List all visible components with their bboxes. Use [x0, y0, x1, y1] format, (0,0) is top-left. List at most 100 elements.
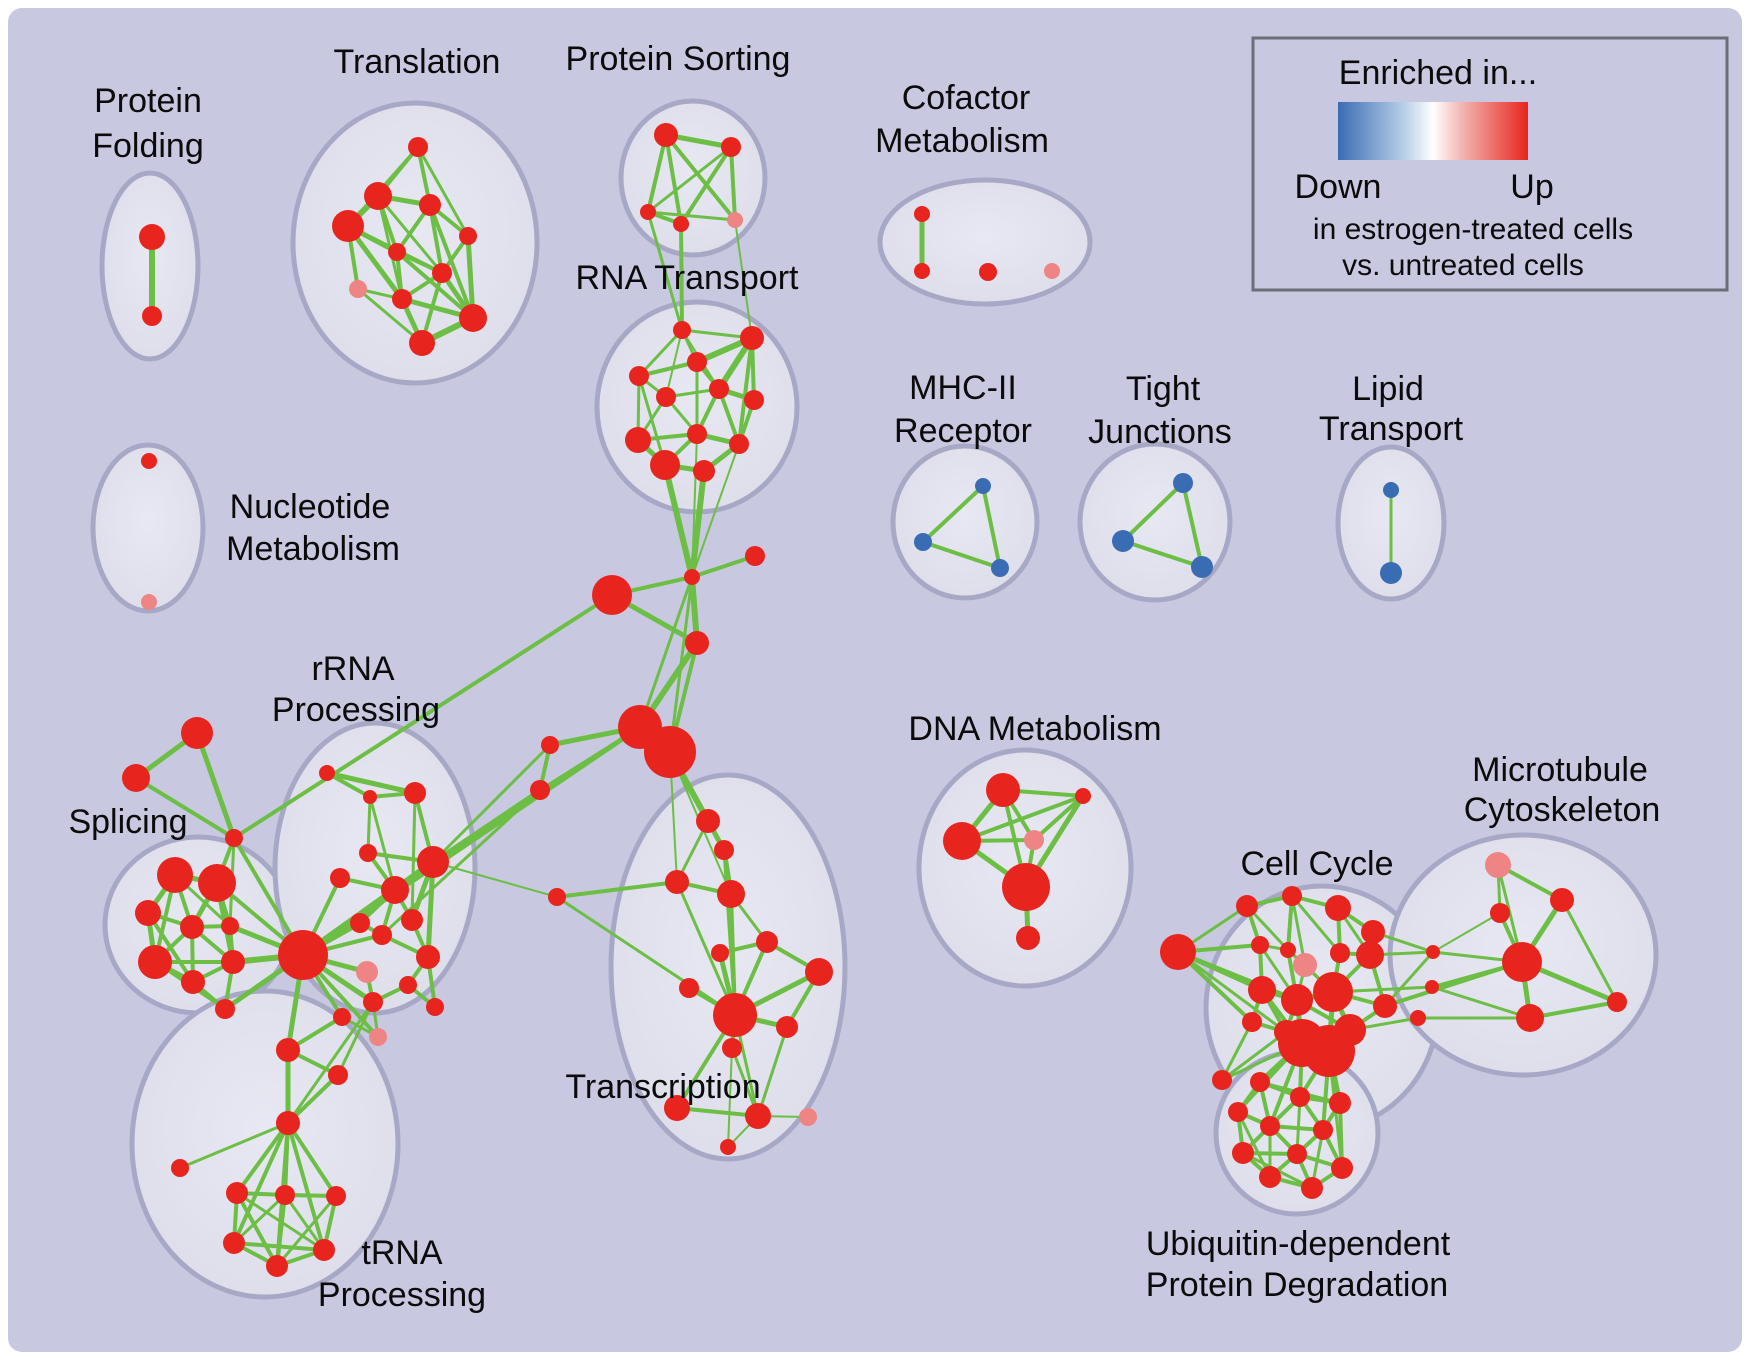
network-node-cc	[1330, 943, 1350, 963]
network-node-rrna	[417, 846, 449, 878]
network-edge-link	[431, 788, 542, 864]
network-node-cf	[979, 263, 997, 281]
network-node-ub	[1287, 1144, 1307, 1164]
cluster-label-ps: Protein Sorting	[566, 40, 791, 78]
network-node-tj	[1173, 473, 1193, 493]
network-node-rrna	[426, 998, 444, 1016]
network-edge-rrna	[410, 791, 417, 922]
cluster-ellipse-mhc	[890, 443, 1040, 601]
network-node-con	[685, 631, 709, 655]
network-node-dna	[986, 773, 1020, 807]
network-node-rt	[625, 427, 651, 453]
cluster-label-pf: Protein	[94, 82, 202, 120]
network-node-con	[530, 780, 550, 800]
cluster-label-nm: Nucleotide	[230, 488, 391, 526]
network-node-tj	[1191, 556, 1213, 578]
cluster-ellipse-trna	[129, 988, 401, 1300]
network-node-spl	[221, 917, 239, 935]
network-edge-rt	[637, 374, 667, 467]
network-node-spl	[138, 945, 172, 979]
network-edge-link	[734, 219, 753, 339]
legend-subtitle-line1: in estrogen-treated cells	[1313, 213, 1633, 246]
network-edge-txn	[727, 1047, 733, 1148]
network-node-cc	[1281, 984, 1313, 1016]
network-edge-trna	[235, 1121, 290, 1195]
network-edge-trna	[232, 1241, 326, 1252]
network-edge-con	[232, 593, 614, 840]
legend-gradient-bar	[1338, 102, 1528, 160]
network-edge-link	[1383, 950, 1435, 1008]
network-edge-tr	[428, 203, 444, 275]
network-edge-mhc	[921, 540, 1002, 570]
network-node-cc	[1293, 953, 1317, 977]
network-node-dna	[1016, 926, 1040, 950]
legend-down-label: Down	[1295, 168, 1382, 206]
network-node-pf	[139, 224, 165, 250]
network-node-mt	[1516, 1004, 1544, 1032]
network-node-tr	[392, 289, 412, 309]
network-edge-rrna	[368, 795, 397, 892]
network-node-cc	[1356, 941, 1384, 969]
network-node-mhc	[975, 478, 991, 494]
network-node-mt	[1607, 992, 1627, 1012]
network-edge-txn	[675, 1106, 760, 1118]
network-node-cc	[1242, 1012, 1262, 1032]
network-node-tr	[459, 227, 477, 245]
network-edge-trna	[232, 1121, 290, 1245]
network-node-spl	[221, 950, 245, 974]
cluster-label-dna: DNA Metabolism	[908, 710, 1161, 748]
network-node-rt	[744, 390, 764, 410]
legend-title: Enriched in...	[1339, 54, 1537, 92]
network-edge-link	[662, 462, 695, 580]
network-edge-link	[432, 861, 558, 898]
network-node-cc	[1361, 920, 1385, 944]
network-node-spl	[198, 864, 236, 902]
network-node-rt	[740, 326, 764, 350]
network-node-rrna	[404, 782, 426, 804]
network-node-pf	[142, 306, 162, 326]
network-edge-trna	[283, 1193, 326, 1252]
cluster-label-trna: tRNA	[361, 1234, 443, 1272]
network-node-txn	[548, 888, 566, 906]
network-edge-trna	[286, 1121, 338, 1198]
network-edge-link	[646, 210, 684, 332]
network-edge-dna	[960, 794, 1085, 843]
network-node-trna	[275, 1185, 295, 1205]
network-edge-link	[1383, 960, 1524, 1008]
network-edge-trna	[286, 1121, 326, 1252]
cluster-label-tj: Tight	[1126, 370, 1201, 408]
network-edge-txn	[722, 848, 737, 1017]
cluster-label-nm: Metabolism	[226, 530, 400, 568]
network-edge-link	[1430, 985, 1532, 1020]
network-edge-cc	[1220, 1030, 1288, 1082]
network-edge-tr	[356, 287, 424, 345]
network-node-trna	[276, 1111, 300, 1135]
network-edge-ps	[646, 133, 668, 214]
network-node-dna	[1002, 863, 1050, 911]
cluster-label-pf: Folding	[92, 127, 204, 165]
network-edge-tr	[395, 250, 475, 320]
cluster-label-txn: Transcription	[565, 1068, 760, 1106]
network-node-tr	[364, 182, 392, 210]
network-node-rrna	[333, 1008, 351, 1026]
network-edge-con	[638, 575, 694, 729]
network-edge-link	[691, 443, 740, 578]
network-node-ub	[1313, 1120, 1333, 1140]
network-node-con	[1410, 1010, 1426, 1026]
network-edge-rt	[665, 329, 683, 398]
cluster-label-mhc: MHC-II	[909, 369, 1017, 407]
network-node-mt	[1502, 942, 1542, 982]
network-node-cc	[1280, 942, 1296, 958]
cluster-label-cf: Metabolism	[875, 122, 1049, 160]
network-edge-tj	[1121, 481, 1185, 543]
network-node-cc	[1282, 886, 1302, 906]
network-edge-ps	[664, 133, 683, 226]
network-edge-link	[679, 222, 684, 332]
network-node-tr	[459, 304, 487, 332]
network-edge-rrna	[366, 795, 372, 855]
network-edge-txn	[555, 880, 679, 899]
network-edge-link	[689, 468, 707, 580]
network-node-txn	[711, 944, 729, 962]
network-node-con	[1303, 1025, 1355, 1077]
cluster-label-ub: Ubiquitin-dependent	[1146, 1225, 1451, 1263]
